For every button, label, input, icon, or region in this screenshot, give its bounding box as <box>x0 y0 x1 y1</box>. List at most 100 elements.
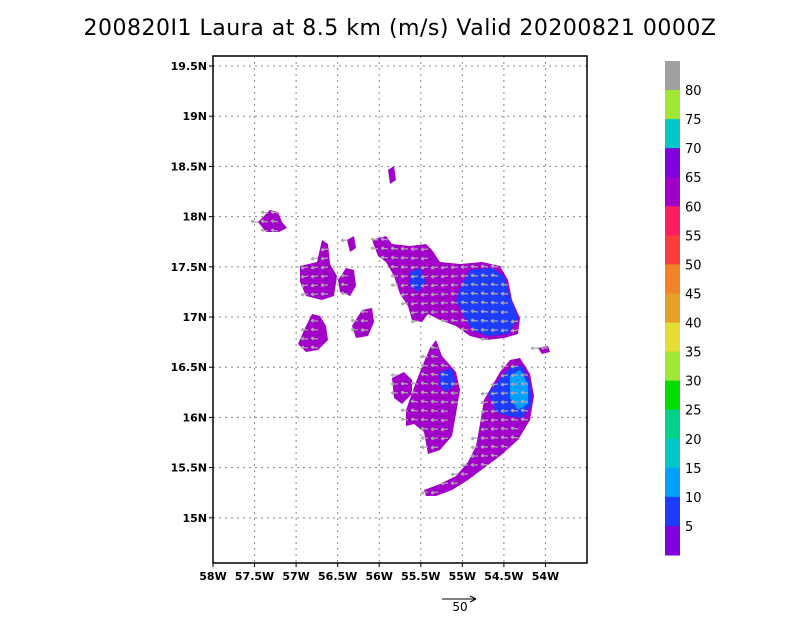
wind-vector-head <box>460 318 465 323</box>
wind-vector <box>510 329 519 332</box>
wind-vector-head <box>420 490 425 495</box>
wind-vector-head <box>480 453 484 458</box>
wind-vector <box>430 346 439 349</box>
wind-vector-head <box>460 463 464 468</box>
wind-vector-head <box>500 435 505 440</box>
wind-vector <box>420 248 429 251</box>
wind-vector-head <box>430 417 434 423</box>
wind-vector-head <box>310 283 314 288</box>
wind-vector <box>500 427 509 430</box>
colorbar-segment <box>665 61 680 91</box>
wind-vector-head <box>510 364 515 369</box>
colorbar: 80 75 70 65 60 55 50 45 40 35 30 25 20 15 10 5 <box>665 61 702 556</box>
wind-vector-head <box>520 381 524 386</box>
wind-vector-head <box>470 291 475 296</box>
lat-tick-label: 16N <box>182 411 207 424</box>
colorbar-segment <box>665 351 680 382</box>
wind-vector-head <box>440 481 445 486</box>
wind-vector-head <box>390 273 394 278</box>
wind-vector <box>420 364 429 367</box>
wind-vector-head <box>440 418 444 423</box>
wind-vector-head <box>420 408 425 413</box>
wind-vector-head <box>400 408 405 413</box>
wind-vector <box>310 266 319 269</box>
wind-vector-head <box>320 247 325 252</box>
wind-vector-head <box>440 309 444 314</box>
wind-vector-head <box>470 309 475 314</box>
wind-vector-head <box>310 274 315 279</box>
wind-field <box>250 166 550 496</box>
wind-vector-head <box>300 274 305 279</box>
wind-vector-head <box>400 417 405 422</box>
wind-vector-head <box>300 345 304 350</box>
wind-vector <box>470 310 479 313</box>
wind-vector-head <box>440 372 445 377</box>
wind-vector <box>460 283 469 286</box>
wind-vector-head <box>500 300 504 306</box>
wind-vector-head <box>480 436 484 441</box>
wind-vector <box>300 275 309 278</box>
wind-vector-head <box>380 255 385 260</box>
wind-vector-head <box>310 345 315 350</box>
wind-vector-head <box>400 381 404 386</box>
wind-vector <box>420 302 429 305</box>
wind-vector-head <box>480 391 485 396</box>
wind-vector-head <box>440 436 445 441</box>
wind-vector <box>400 418 409 421</box>
wind-vector-head <box>430 372 435 377</box>
lon-tick-label: 56W <box>365 570 392 583</box>
colorbar-label: 75 <box>685 113 702 128</box>
wind-vector <box>490 283 499 286</box>
wind-vector-head <box>310 265 315 270</box>
wind-vector-head <box>540 345 544 350</box>
wind-vector-head <box>430 292 434 297</box>
colorbar-segment <box>665 206 680 236</box>
wind-vector-head <box>510 390 514 396</box>
wind-vector <box>460 292 469 295</box>
wind-vector-head <box>350 327 354 332</box>
wind-vector-head <box>300 283 305 288</box>
wind-vector-head <box>380 246 385 251</box>
wind-vector <box>410 293 419 296</box>
wind-vector-head <box>500 417 504 422</box>
wind-vector-head <box>400 390 405 395</box>
wind-vector <box>500 383 509 386</box>
wind-vector-head <box>430 381 435 386</box>
wind-vector-head <box>420 354 424 359</box>
colorbar-segment <box>665 496 680 527</box>
wind-vector-head <box>480 444 484 449</box>
wind-vector <box>400 284 409 287</box>
wind-vector-head <box>460 291 465 296</box>
wind-vector <box>440 437 449 440</box>
wind-vector-head <box>490 291 495 296</box>
wind-vector <box>420 409 429 412</box>
lon-tick-label: 57.5W <box>235 570 274 583</box>
wind-vector-head <box>460 264 464 270</box>
wind-vector-head <box>410 301 415 306</box>
lon-tick-label: 56.5W <box>318 570 357 583</box>
wind-vector <box>470 274 479 277</box>
wind-vector <box>310 257 319 260</box>
wind-vector <box>410 275 419 278</box>
wind-vector-head <box>470 327 475 332</box>
wind-vector <box>510 320 519 323</box>
wind-vector-head <box>420 426 424 431</box>
wind-vector <box>320 257 329 260</box>
wind-vector <box>420 400 429 403</box>
wind-vector-head <box>430 310 434 315</box>
wind-vector <box>510 427 519 430</box>
wind-vector-head <box>490 391 495 396</box>
wind-vector <box>480 265 489 268</box>
wind-vector <box>470 328 479 331</box>
wind-vector-head <box>410 310 415 315</box>
wind-vector <box>460 301 469 304</box>
wind-vector <box>520 400 529 403</box>
wind-vector-head <box>420 417 424 422</box>
wind-vector-head <box>420 399 425 404</box>
wind-vector-head <box>490 309 494 314</box>
wind-vector-head <box>410 247 414 252</box>
wind-vector <box>480 292 489 295</box>
wind-vector-head <box>450 472 454 477</box>
wind-vector-head <box>470 436 474 441</box>
colorbar-label: 55 <box>685 229 702 244</box>
